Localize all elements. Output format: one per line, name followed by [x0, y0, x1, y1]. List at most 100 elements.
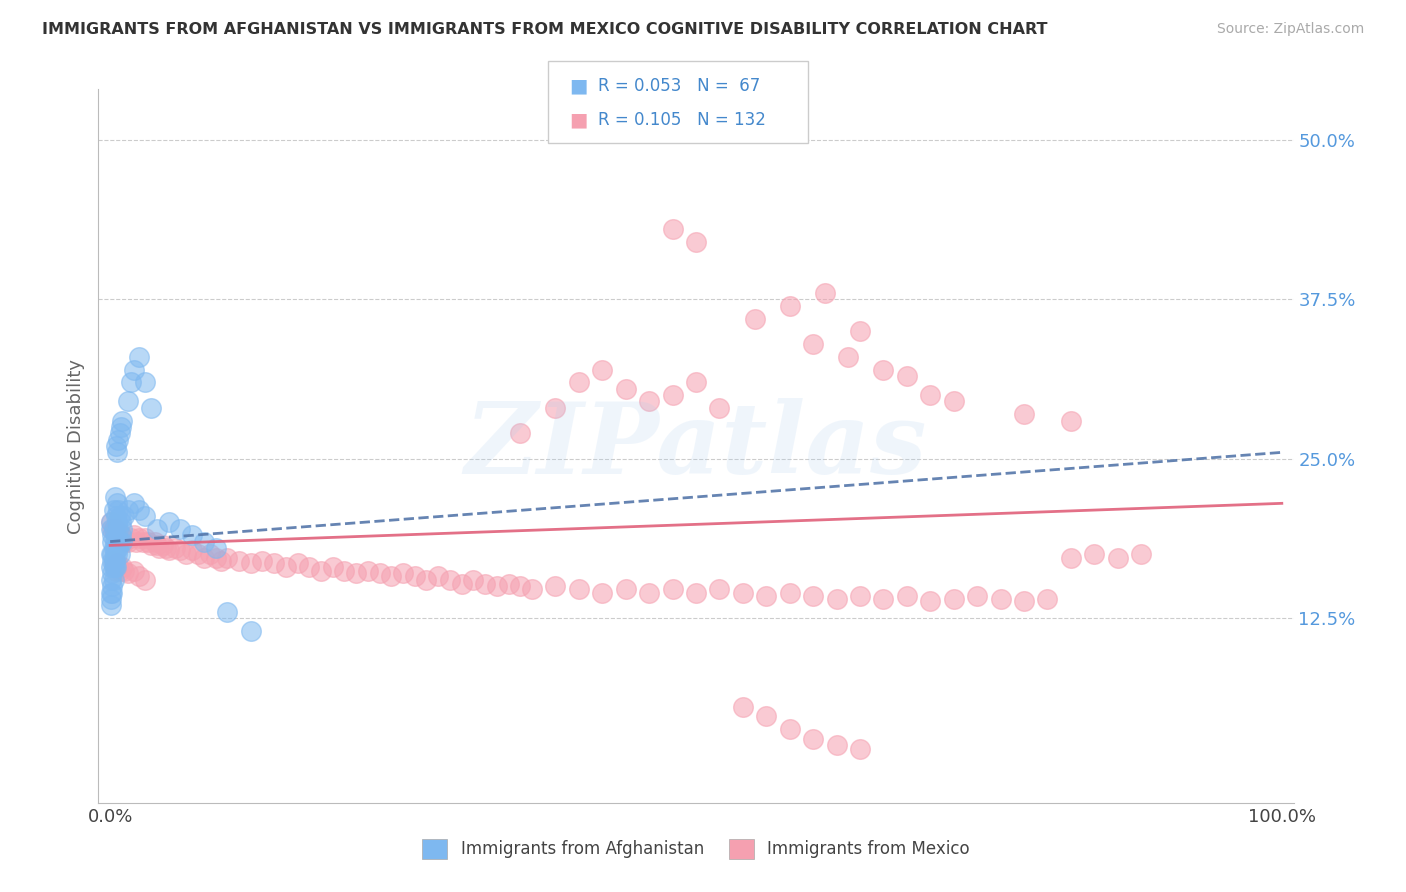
Point — [872, 591, 894, 606]
Point — [1083, 547, 1105, 561]
Point — [103, 554, 125, 568]
Point — [685, 376, 707, 390]
Point — [228, 554, 250, 568]
Point — [661, 582, 683, 596]
Point — [685, 585, 707, 599]
Point — [105, 516, 128, 530]
Point — [1060, 413, 1083, 427]
Text: ■: ■ — [569, 111, 588, 129]
Point — [101, 585, 124, 599]
Point — [217, 605, 239, 619]
Point — [103, 502, 125, 516]
Point — [755, 590, 778, 604]
Point — [117, 394, 139, 409]
Point — [111, 531, 134, 545]
Point — [298, 560, 321, 574]
Point — [1012, 407, 1035, 421]
Point — [134, 376, 156, 390]
Point — [111, 534, 134, 549]
Point — [112, 509, 135, 524]
Point — [111, 522, 134, 536]
Point — [204, 541, 226, 555]
Point — [591, 585, 613, 599]
Point — [896, 590, 918, 604]
Point — [193, 551, 215, 566]
Point — [520, 582, 543, 596]
Point — [104, 525, 127, 540]
Point — [252, 554, 274, 568]
Point — [103, 541, 125, 555]
Point — [108, 534, 131, 549]
Point — [100, 585, 122, 599]
Point — [122, 564, 145, 578]
Point — [309, 564, 332, 578]
Point — [568, 376, 591, 390]
Point — [181, 543, 204, 558]
Point — [101, 522, 124, 536]
Point — [125, 534, 148, 549]
Point — [110, 528, 132, 542]
Point — [134, 509, 156, 524]
Point — [105, 528, 128, 542]
Point — [174, 547, 197, 561]
Point — [920, 388, 942, 402]
Point — [450, 576, 472, 591]
Point — [128, 531, 150, 545]
Point — [709, 582, 731, 596]
Point — [779, 299, 801, 313]
Point — [614, 382, 637, 396]
Point — [104, 560, 127, 574]
Point — [107, 433, 129, 447]
Point — [661, 388, 683, 402]
Point — [100, 516, 122, 530]
Point — [103, 554, 125, 568]
Text: R = 0.053   N =  67: R = 0.053 N = 67 — [598, 77, 759, 95]
Point — [103, 560, 125, 574]
Point — [104, 554, 127, 568]
Point — [544, 579, 567, 593]
Point — [333, 564, 356, 578]
Point — [103, 573, 125, 587]
Point — [134, 531, 156, 545]
Point — [104, 534, 127, 549]
Point — [709, 401, 731, 415]
Point — [568, 582, 591, 596]
Point — [148, 541, 170, 555]
Point — [108, 525, 131, 540]
Point — [104, 547, 127, 561]
Point — [134, 573, 156, 587]
Point — [101, 547, 124, 561]
Point — [169, 522, 191, 536]
Point — [101, 554, 124, 568]
Point — [104, 560, 127, 574]
Point — [357, 564, 380, 578]
Point — [103, 522, 125, 536]
Point — [287, 556, 309, 570]
Point — [117, 534, 139, 549]
Point — [112, 564, 135, 578]
Point — [101, 566, 124, 581]
Point — [163, 541, 186, 555]
Point — [100, 522, 122, 536]
Point — [117, 566, 139, 581]
Point — [110, 528, 132, 542]
Point — [107, 560, 129, 574]
Point — [100, 599, 122, 613]
Point — [110, 420, 132, 434]
Point — [105, 445, 128, 459]
Point — [122, 362, 145, 376]
Point — [591, 362, 613, 376]
Point — [128, 502, 150, 516]
Point — [108, 509, 131, 524]
Point — [107, 541, 129, 555]
Point — [942, 591, 965, 606]
Point — [801, 590, 824, 604]
Point — [169, 543, 191, 558]
Point — [107, 531, 129, 545]
Point — [239, 556, 262, 570]
Point — [509, 579, 531, 593]
Point — [638, 585, 661, 599]
Point — [157, 516, 180, 530]
Point — [825, 591, 848, 606]
Point — [439, 573, 461, 587]
